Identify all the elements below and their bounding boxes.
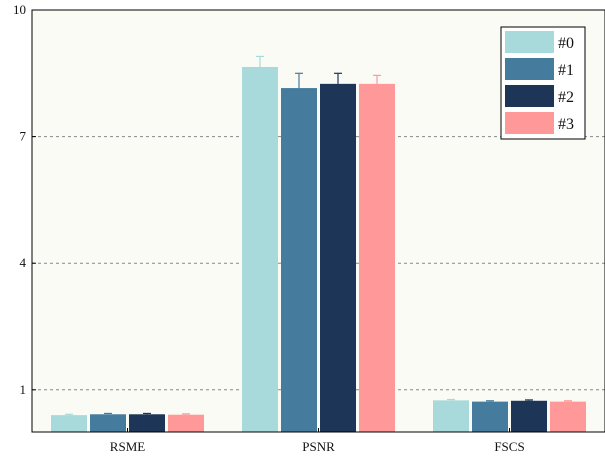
- y-tick-label: 10: [13, 2, 26, 17]
- y-tick-label: 1: [20, 382, 27, 397]
- bar-psnr-series-3: [359, 83, 395, 432]
- legend-swatch: [505, 85, 554, 107]
- bar-psnr-series-2: [320, 83, 356, 432]
- x-axis-labels: RSME PSNR FSCS: [110, 428, 525, 454]
- legend-swatch: [505, 31, 554, 53]
- x-tick-label: FSCS: [494, 439, 524, 454]
- legend-swatch: [505, 112, 554, 134]
- y-axis-ticks: 1 4 7 10: [13, 2, 36, 397]
- bar-group: [51, 55, 586, 432]
- plot-frame: [31, 9, 605, 433]
- bar-fscs-series-2: [511, 400, 547, 432]
- y-tick-label: 4: [20, 255, 27, 270]
- bar-fscs-series-0: [433, 400, 469, 432]
- bar-psnr-series-0: [242, 66, 278, 432]
- x-tick-label: PSNR: [302, 439, 335, 454]
- bar-fscs-series-1: [472, 401, 508, 432]
- legend-label: #3: [558, 116, 574, 133]
- legend-label: #2: [558, 89, 574, 106]
- legend-label: #0: [558, 35, 574, 52]
- legend-swatch: [505, 58, 554, 80]
- bar-rsme-series-3: [168, 414, 204, 432]
- bar-rsme-series-2: [129, 414, 165, 432]
- bar-psnr-series-1: [281, 88, 317, 432]
- legend: #0 #1 #2 #3: [500, 26, 586, 140]
- legend-label: #1: [558, 62, 574, 79]
- x-tick-label: RSME: [110, 439, 145, 454]
- bar-rsme-series-1: [90, 414, 126, 432]
- y-tick-label: 7: [20, 129, 27, 144]
- bar-fscs-series-3: [550, 401, 586, 432]
- bar-rsme-series-0: [51, 415, 87, 432]
